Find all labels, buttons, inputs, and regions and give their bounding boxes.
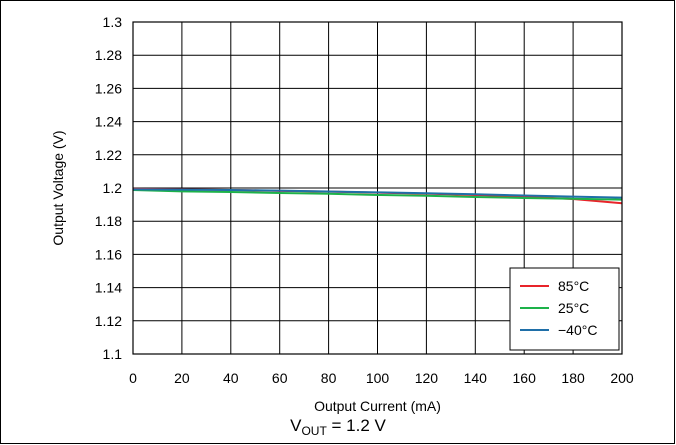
- x-tick-labels: 0 20 40 60 80 100 120 140 160 180 200: [129, 370, 634, 386]
- y-tick-label: 1.14: [95, 280, 122, 296]
- x-tick-label: 180: [561, 370, 585, 386]
- legend-label: 85°C: [558, 278, 589, 294]
- series-line: [132, 188, 623, 201]
- x-tick-label: 20: [174, 370, 190, 386]
- caption-rest: = 1.2 V: [326, 416, 386, 435]
- plot-area-border: [132, 21, 623, 355]
- legend: 85°C 25°C −40°C: [509, 267, 620, 351]
- x-tick-label: 80: [321, 370, 337, 386]
- y-tick-label: 1.16: [95, 246, 122, 262]
- y-tick-label: 1.12: [95, 313, 122, 329]
- x-tick-label: 200: [610, 370, 634, 386]
- legend-label: 25°C: [558, 300, 589, 316]
- caption-main: V: [290, 416, 302, 435]
- y-tick-labels: 1.1 1.12 1.14 1.16 1.18 1.2 1.22 1.24 1.26 1.28 1.…: [95, 14, 122, 362]
- x-axis-label: Output Current (mA): [314, 398, 441, 414]
- y-tick-label: 1.3: [103, 14, 123, 30]
- figure-caption: VOUT = 1.2 V: [0, 416, 676, 438]
- y-tick-label: 1.28: [95, 47, 122, 63]
- caption-subscript: OUT: [301, 424, 327, 438]
- x-tick-label: 160: [513, 370, 537, 386]
- y-tick-label: 1.26: [95, 80, 122, 96]
- x-tick-label: 120: [415, 370, 439, 386]
- y-tick-label: 1.1: [103, 346, 123, 362]
- series-lines: [132, 187, 623, 205]
- x-tick-label: 40: [223, 370, 239, 386]
- y-tick-label: 1.24: [95, 114, 122, 130]
- series-line: [132, 188, 623, 199]
- x-tick-label: 0: [129, 370, 137, 386]
- y-tick-label: 1.22: [95, 147, 122, 163]
- y-tick-label: 1.18: [95, 213, 122, 229]
- x-tick-label: 140: [464, 370, 488, 386]
- x-tick-label: 60: [272, 370, 288, 386]
- x-tick-label: 100: [366, 370, 390, 386]
- y-tick-label: 1.2: [103, 180, 123, 196]
- legend-label: −40°C: [558, 322, 597, 338]
- y-axis-label: Output Voltage (V): [50, 130, 66, 245]
